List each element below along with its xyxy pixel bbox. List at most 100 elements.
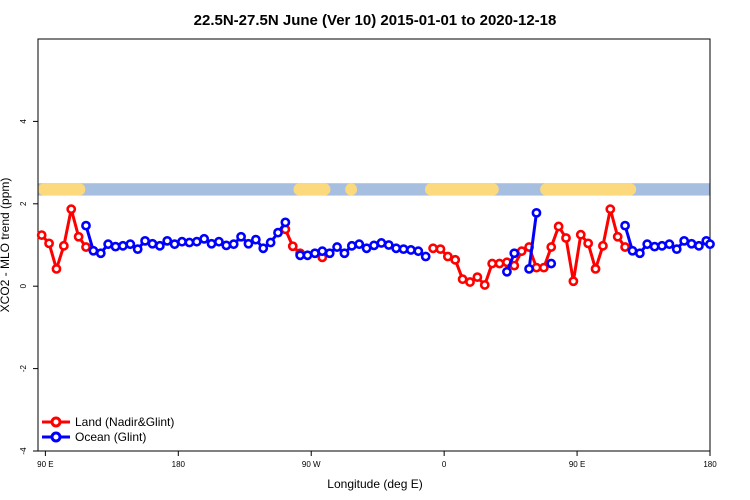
data-point-ocean (420, 251, 431, 262)
x-tick-label: 180 (703, 460, 717, 469)
data-point-ocean (354, 239, 365, 250)
data-point-ocean (339, 248, 350, 259)
data-point-land (590, 263, 601, 274)
y-tick-label: 0 (19, 283, 28, 288)
x-tick-label: 90 W (302, 460, 321, 469)
data-point-ocean (406, 245, 416, 255)
series-ocean (81, 207, 715, 277)
y-axis-label: XCO2 - MLO trend (ppm) (0, 178, 12, 313)
data-point-land (81, 242, 91, 252)
x-tick-label: 180 (172, 460, 186, 469)
data-point-land (66, 204, 77, 215)
data-point-ocean (154, 240, 165, 251)
y-tick-label: -2 (19, 364, 28, 372)
data-point-land (553, 221, 564, 232)
data-point-land (561, 233, 571, 243)
data-point-ocean (546, 258, 557, 269)
data-point-land (51, 263, 62, 274)
x-tick-label: 0 (442, 460, 447, 469)
data-point-land (44, 238, 54, 249)
data-point-ocean (346, 240, 357, 251)
data-point-ocean (162, 235, 173, 246)
series-land (36, 204, 630, 290)
data-point-land (36, 230, 47, 241)
legend-label-ocean: Ocean (Glint) (75, 430, 146, 444)
legend-marker-land (50, 416, 62, 428)
data-point-land (435, 244, 446, 255)
data-point-ocean (524, 263, 534, 274)
data-point-ocean (184, 237, 195, 248)
data-point-land (605, 204, 616, 215)
data-point-ocean (391, 243, 402, 254)
x-tick-label: 90 E (37, 460, 53, 469)
data-point-ocean (324, 248, 335, 259)
data-point-land (612, 231, 623, 242)
data-point-ocean (705, 239, 715, 250)
data-point-land (287, 241, 298, 252)
legend-item-land: Land (Nadir&Glint) (42, 415, 174, 429)
data-point-land (620, 242, 630, 252)
series-layer (36, 204, 715, 290)
data-point-land (568, 276, 579, 287)
data-point-land (598, 240, 608, 251)
data-point-ocean (509, 248, 520, 259)
data-point-ocean (273, 227, 283, 238)
legend-label-land: Land (Nadir&Glint) (75, 415, 174, 429)
data-point-ocean (664, 239, 675, 250)
data-point-ocean (199, 233, 210, 244)
y-tick-label: 2 (19, 201, 28, 206)
band-land-segment (345, 183, 358, 196)
data-point-ocean (243, 238, 254, 249)
land-mask-band (38, 183, 710, 196)
x-axis-label: Longitude (deg E) (327, 477, 422, 491)
data-point-ocean (280, 217, 291, 228)
legend-item-ocean: Ocean (Glint) (42, 430, 146, 444)
data-point-ocean (620, 220, 630, 231)
data-point-ocean (531, 207, 542, 218)
data-point-ocean (398, 244, 409, 255)
data-point-ocean (332, 242, 342, 252)
data-point-land (494, 258, 505, 269)
data-point-land (575, 229, 586, 240)
data-point-land (58, 240, 69, 251)
x-tick-label: 90 E (569, 460, 585, 469)
data-point-ocean (265, 237, 276, 248)
data-point-land (583, 238, 594, 249)
y-axis: -4 -2 0 2 4 (19, 119, 38, 455)
data-point-ocean (236, 231, 246, 242)
data-point-ocean (177, 236, 187, 247)
data-point-ocean (125, 239, 136, 250)
legend: Land (Nadir&Glint) Ocean (Glint) (42, 415, 174, 444)
data-point-ocean (413, 246, 424, 257)
y-tick-label: 4 (19, 119, 28, 124)
data-point-ocean (221, 240, 232, 251)
y-tick-label: -4 (19, 447, 28, 455)
data-point-land (73, 231, 84, 242)
band-land-segment (540, 183, 637, 196)
data-point-land (465, 277, 475, 287)
data-point-land (538, 262, 549, 273)
data-point-land (428, 243, 438, 254)
data-point-ocean (383, 240, 394, 250)
legend-marker-ocean (50, 431, 62, 443)
band-land-segment (293, 183, 331, 196)
chart-title: 22.5N-27.5N June (Ver 10) 2015-01-01 to … (194, 12, 557, 29)
data-point-ocean (250, 234, 261, 245)
x-axis: 90 E 180 90 W 0 90 E 180 (37, 451, 717, 469)
data-point-ocean (649, 241, 660, 252)
band-land-segment (38, 183, 86, 196)
data-point-land (479, 280, 490, 290)
band-land-segment (424, 183, 499, 196)
data-point-ocean (81, 220, 91, 231)
data-point-ocean (634, 248, 645, 259)
data-point-land (472, 272, 483, 283)
data-point-land (450, 254, 461, 265)
data-point-land (546, 242, 557, 252)
data-point-ocean (95, 248, 106, 259)
data-point-ocean (110, 241, 121, 252)
data-point-land (442, 251, 453, 262)
data-point-ocean (694, 240, 704, 251)
data-point-ocean (228, 239, 239, 250)
data-point-ocean (118, 240, 128, 251)
